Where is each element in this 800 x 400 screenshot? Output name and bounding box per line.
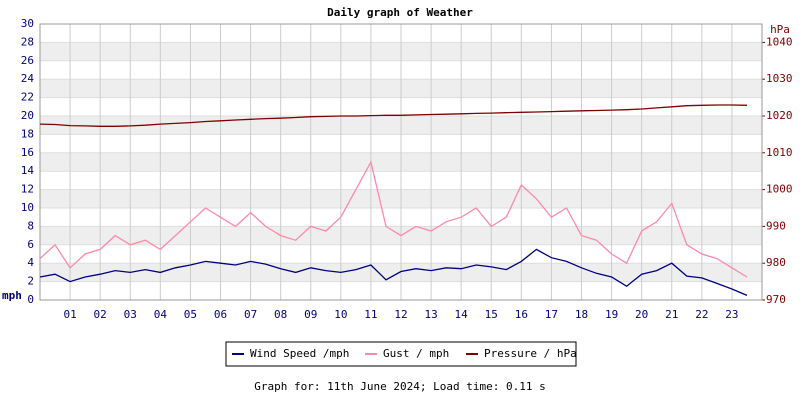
y-tick-label: 26: [21, 54, 34, 67]
x-tick-label: 22: [695, 308, 708, 321]
y2-tick-label: 1040: [766, 35, 793, 48]
x-tick-label: 16: [515, 308, 528, 321]
y2-tick-label: 1000: [766, 183, 793, 196]
series-line: [39, 104, 748, 127]
y-tick-label: 20: [21, 109, 34, 122]
series-line: [39, 248, 748, 296]
y2-tick-label: 1020: [766, 109, 793, 122]
series-line: [39, 160, 748, 278]
y2-tick-label: 970: [766, 293, 786, 306]
x-tick-label: 13: [424, 308, 437, 321]
x-tick-label: 09: [304, 308, 317, 321]
x-tick-label: 04: [154, 308, 168, 321]
y-tick-label: 12: [21, 183, 34, 196]
x-tick-label: 03: [124, 308, 137, 321]
x-tick-label: 23: [725, 308, 738, 321]
y2-tick-label: 1010: [766, 146, 793, 159]
x-tick-label: 18: [575, 308, 588, 321]
x-tick-label: 10: [334, 308, 347, 321]
legend-box: [225, 341, 577, 367]
y2-axis-label: hPa: [770, 23, 790, 36]
legend-label: Gust / mph: [383, 347, 449, 360]
y-tick-label: 22: [21, 91, 34, 104]
x-tick-label: 05: [184, 308, 197, 321]
y-tick-label: 2: [27, 275, 34, 288]
y2-tick-label: 990: [766, 219, 786, 232]
y-tick-label: 0: [27, 293, 34, 306]
y-tick-label: 6: [27, 238, 34, 251]
y-tick-label: 10: [21, 201, 34, 214]
y-tick-label: 14: [21, 164, 35, 177]
x-tick-label: 08: [274, 308, 287, 321]
x-tick-label: 12: [394, 308, 407, 321]
x-tick-label: 20: [635, 308, 648, 321]
legend-label: Pressure / hPa: [484, 347, 577, 360]
y-tick-label: 4: [27, 256, 34, 269]
y-tick-label: 28: [21, 35, 34, 48]
footer: Graph for: 11th June 2024; Load time: 0.…: [254, 380, 545, 393]
plot-frame: [39, 23, 763, 301]
x-tick-label: 06: [214, 308, 227, 321]
y2-tick-label: 1030: [766, 72, 793, 85]
x-tick-label: 21: [665, 308, 678, 321]
x-tick-label: 14: [455, 308, 469, 321]
x-tick-label: 11: [364, 308, 377, 321]
y-tick-label: 8: [27, 219, 34, 232]
x-tick-label: 15: [485, 308, 498, 321]
chart-title: Daily graph of Weather: [327, 6, 473, 19]
y-tick-label: 24: [21, 72, 35, 85]
y-tick-label: 18: [21, 127, 34, 140]
x-tick-label: 01: [63, 308, 76, 321]
x-tick-label: 17: [545, 308, 558, 321]
y-tick-label: 30: [21, 17, 34, 30]
x-tick-label: 19: [605, 308, 618, 321]
y-axis-label: mph: [2, 289, 22, 302]
x-tick-label: 07: [244, 308, 257, 321]
y2-tick-label: 980: [766, 256, 786, 269]
x-tick-label: 02: [94, 308, 107, 321]
y-tick-label: 16: [21, 146, 34, 159]
legend-label: Wind Speed /mph: [250, 347, 349, 360]
